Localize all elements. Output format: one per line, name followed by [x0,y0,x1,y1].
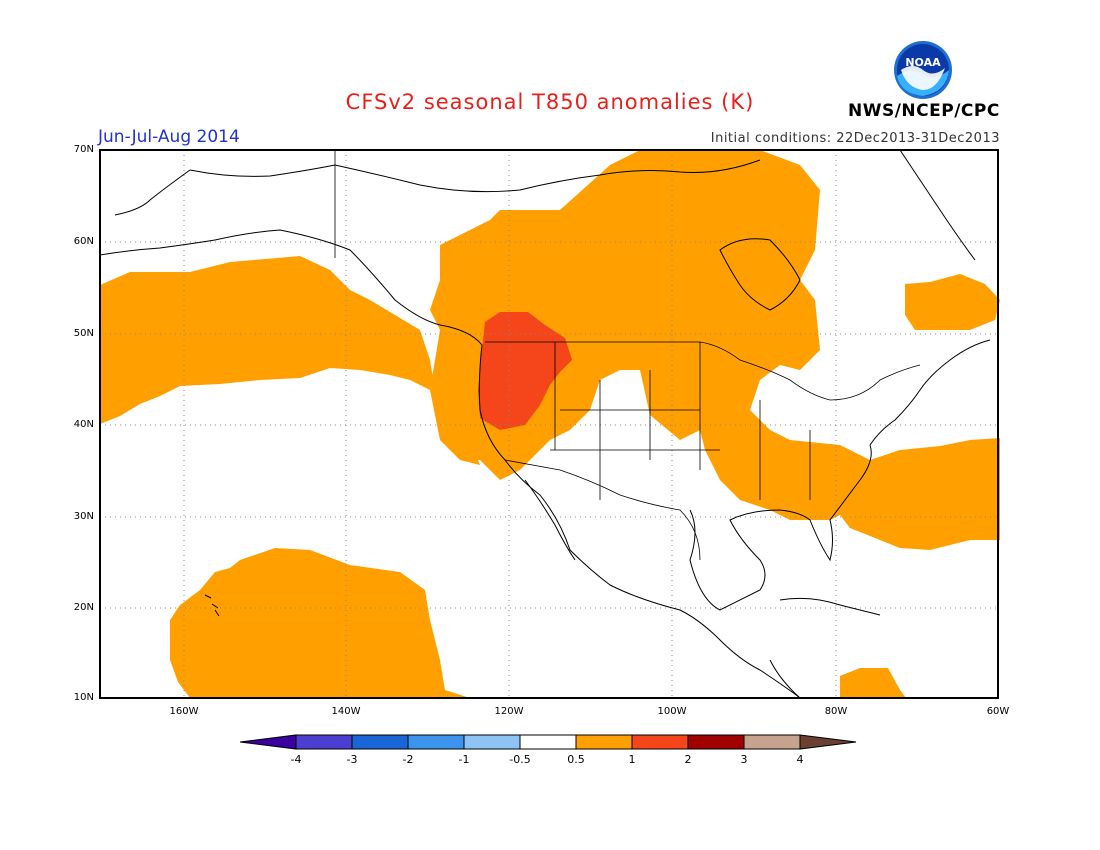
colorbar-arrow-low [240,734,297,750]
region-pacific-northwest [478,312,572,430]
colorbar-box [519,734,577,750]
colorbar-arrow-high [799,734,857,750]
lat-label-10n: 10N [73,692,94,703]
political-borders [334,150,921,561]
season-label: Jun-Jul-Aug 2014 [98,127,240,147]
colorbar-label: 1 [628,753,636,766]
colorbar-label: -4 [290,753,302,766]
noaa-logo: NOAA [894,41,952,99]
logo-text: NOAA [905,56,941,69]
agency-label: NWS/NCEP/CPC [848,101,1000,121]
lon-label-80w: 80W [824,706,848,717]
region-canada-us [430,150,880,520]
colorbar-box [351,734,409,750]
colorbar-box [575,734,633,750]
lon-label-60w: 60W [986,706,1010,717]
colorbar-label: -1 [458,753,470,766]
initial-conditions: Initial conditions: 22Dec2013-31Dec2013 [710,131,1000,146]
colorbar-box [295,734,353,750]
colorbar-label: -3 [346,753,358,766]
lon-label-100w: 100W [657,706,687,717]
lat-label-50n: 50N [73,328,94,339]
lat-label-70n: 70N [73,144,94,155]
colorbar-box [631,734,689,750]
map-frame [99,149,999,699]
region-labrador [905,274,1000,330]
colorbar-box [743,734,801,750]
region-atlantic [840,438,1000,550]
lat-label-60n: 60N [73,236,94,247]
region-caribbean [840,668,906,698]
region-hawaii [170,548,470,698]
lat-label-30n: 30N [73,511,94,522]
coastlines [99,149,991,699]
region-north-pacific [100,256,480,465]
colorbar-label: 0.5 [567,753,585,766]
colorbar-box [687,734,745,750]
lat-label-40n: 40N [73,419,94,430]
lon-label-120w: 120W [494,706,524,717]
colorbar-label: -2 [402,753,414,766]
lat-label-20n: 20N [73,602,94,613]
anomaly-orange-regions [100,150,1000,698]
colorbar-label: -0.5 [509,753,531,766]
colorbar-box [463,734,521,750]
lon-label-140w: 140W [331,706,361,717]
colorbar-label: 2 [684,753,692,766]
colorbar-box [407,734,465,750]
colorbar-label: 3 [740,753,748,766]
colorbar-label: 4 [796,753,804,766]
lon-label-160w: 160W [169,706,199,717]
chart-title: CFSv2 seasonal T850 anomalies (K) [345,90,755,114]
colorbar [240,734,857,750]
